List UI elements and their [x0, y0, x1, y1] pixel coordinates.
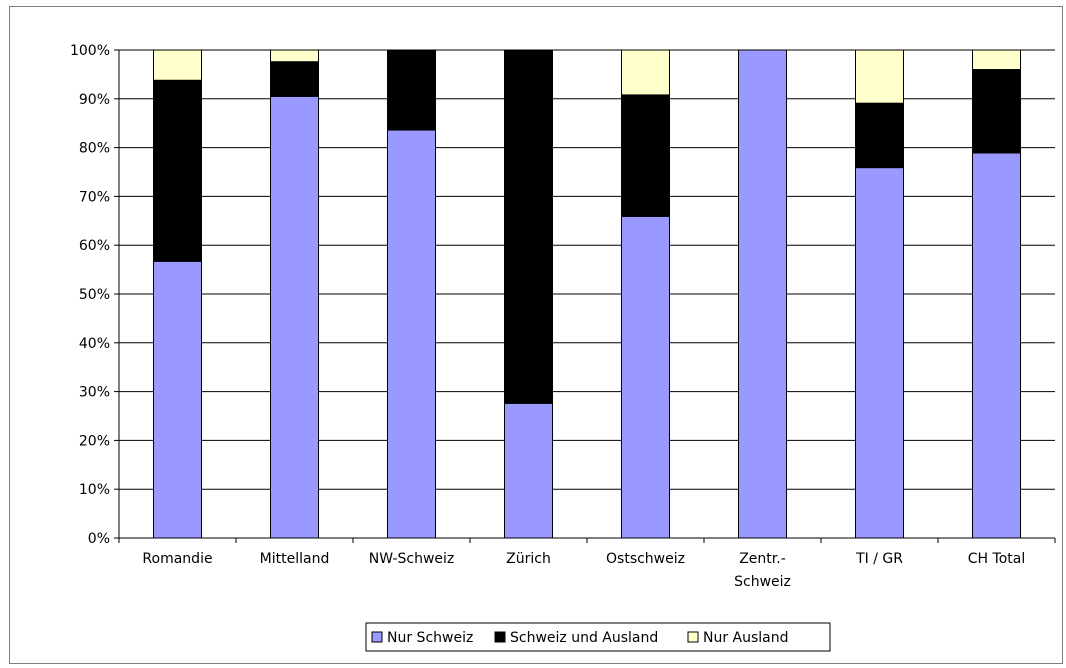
x-category-label: TI / GR	[855, 551, 903, 567]
bar-segment-nur-schweiz	[855, 167, 904, 539]
x-category-label: Zürich	[506, 551, 551, 567]
legend-swatch	[371, 631, 383, 643]
axes	[118, 50, 1056, 543]
bar-segment-schweiz-und-ausland	[621, 94, 670, 217]
y-axis-ticks: 0% 10% 20% 30% 40% 50% 60% 70% 80% 90% 100%	[70, 43, 119, 547]
bar-segment-schweiz-und-ausland	[153, 79, 202, 262]
x-category-label: Ostschweiz	[606, 551, 685, 567]
bar-segment-schweiz-und-ausland	[270, 61, 319, 97]
bar-segment-nur-ausland	[621, 49, 670, 96]
bar-segment-nur-schweiz	[504, 402, 553, 539]
bar-segment-schweiz-und-ausland	[972, 69, 1021, 154]
x-category-label: Romandie	[142, 551, 212, 567]
bar-segment-nur-ausland	[153, 49, 202, 81]
bar-segment-nur-schweiz	[738, 49, 787, 539]
y-tick-label: 60%	[79, 238, 110, 254]
x-category-label: CH Total	[968, 551, 1025, 567]
y-tick-label: 90%	[79, 92, 110, 108]
y-tick-label: 40%	[79, 336, 110, 352]
x-category-label: NW-Schweiz	[369, 551, 455, 567]
bar-segment-nur-ausland	[270, 49, 319, 63]
gridlines	[119, 49, 1055, 490]
y-tick-label: 30%	[79, 385, 110, 401]
y-tick-label: 50%	[79, 287, 110, 303]
y-tick-label: 80%	[79, 141, 110, 157]
bar-segment-nur-ausland	[855, 49, 904, 104]
legend-label: Schweiz und Ausland	[510, 630, 658, 646]
bar-segment-nur-schweiz	[153, 260, 202, 539]
x-axis-labels: Romandie Mittelland NW-Schweiz Zürich Ostsch…	[142, 551, 1025, 590]
legend-swatch	[494, 631, 506, 643]
bar-segment-nur-schweiz	[972, 152, 1021, 539]
bar-segment-nur-schweiz	[387, 129, 436, 539]
bars	[153, 49, 1021, 539]
bar-segment-schweiz-und-ausland	[855, 102, 904, 169]
x-category-label: Mittelland	[260, 551, 330, 567]
legend-label: Nur Schweiz	[387, 630, 473, 646]
legend-box	[365, 622, 831, 652]
x-category-label: Zentr.-Schweiz	[734, 551, 791, 590]
bar-segment-schweiz-und-ausland	[387, 49, 436, 131]
bar-segment-nur-schweiz	[270, 95, 319, 539]
bar-segment-schweiz-und-ausland	[504, 49, 553, 404]
legend-label: Nur Ausland	[703, 630, 789, 646]
y-tick-label: 70%	[79, 189, 110, 205]
y-tick-label: 10%	[79, 482, 110, 498]
y-tick-label: 0%	[88, 531, 110, 547]
legend: Nur Schweiz Schweiz und Ausland Nur Auslan…	[365, 622, 831, 652]
legend-swatch	[687, 631, 699, 643]
y-tick-label: 100%	[70, 43, 110, 59]
y-tick-label: 20%	[79, 433, 110, 449]
bar-segment-nur-ausland	[972, 49, 1021, 71]
bar-segment-nur-schweiz	[621, 215, 670, 539]
